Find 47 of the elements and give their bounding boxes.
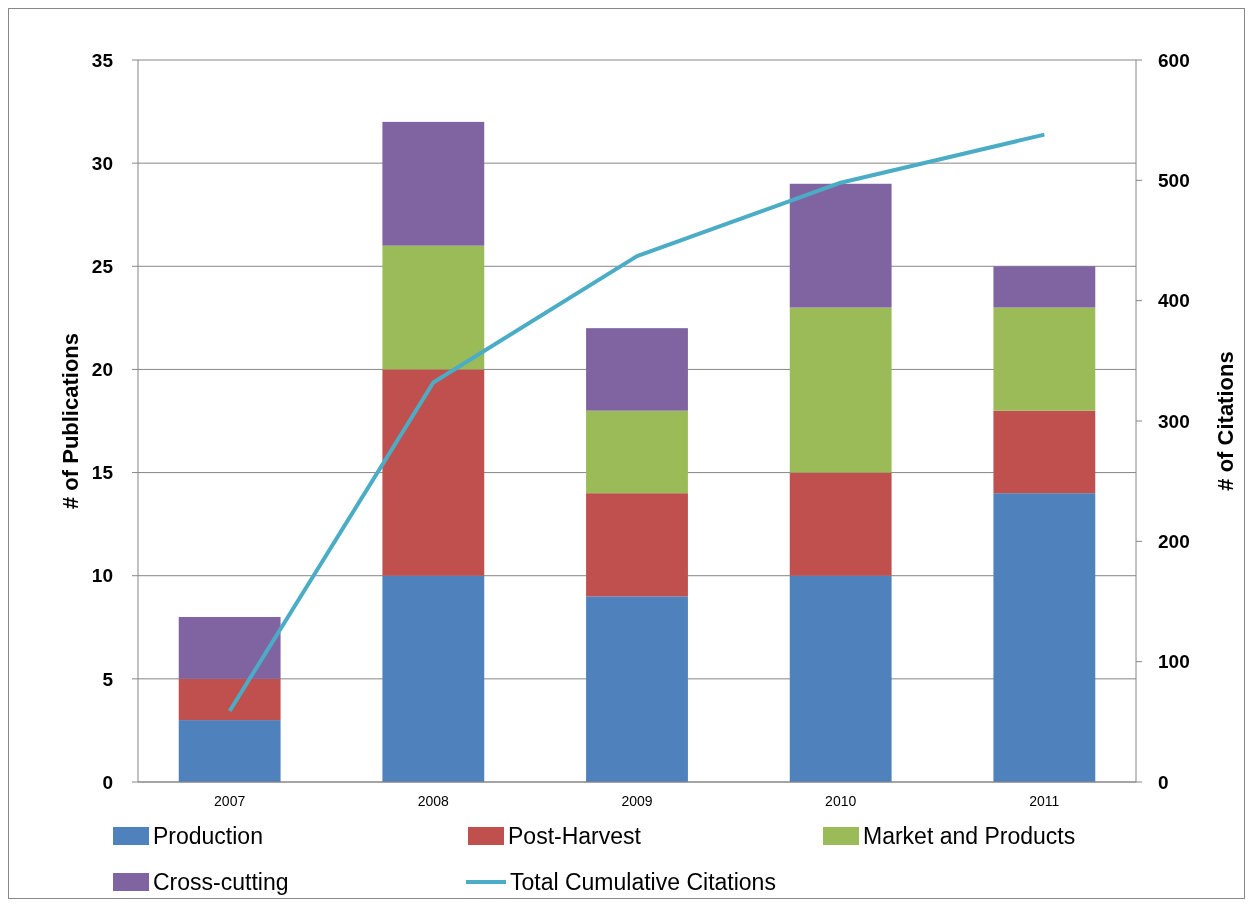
line-series (227, 132, 1047, 713)
x-tick-label: 2008 (417, 793, 450, 809)
legend-label: Cross-cutting (153, 869, 289, 896)
x-tick-label: 2007 (214, 793, 246, 809)
bar (382, 245, 485, 370)
bar (993, 266, 1096, 308)
y2-tick-label: 600 (1158, 49, 1190, 71)
bar (789, 307, 892, 473)
legend-label: Post-Harvest (508, 823, 642, 850)
bar (789, 183, 892, 308)
y-tick-label: 10 (91, 565, 113, 587)
y-tick-label: 35 (91, 49, 114, 71)
y2-tick-label: 300 (1158, 410, 1190, 432)
bar (178, 616, 281, 679)
y-tick-label: 30 (91, 152, 113, 174)
y-tick-label: 0 (102, 771, 113, 793)
bar (382, 575, 485, 782)
bar (586, 596, 688, 782)
y2-tick-label: 400 (1158, 290, 1190, 312)
bar (382, 369, 485, 576)
y2-tick-label: 200 (1158, 530, 1190, 552)
bar (586, 410, 688, 494)
y2-tick-label: 500 (1158, 169, 1190, 191)
y-axis-title: # of Publications (58, 332, 83, 510)
bar (993, 307, 1096, 411)
y2-axis-title: # of Citations (1213, 351, 1238, 491)
y-tick-label: 20 (91, 359, 113, 381)
y2-tick-label: 0 (1158, 771, 1169, 793)
bar (178, 678, 281, 721)
bar (789, 472, 892, 576)
bar (586, 328, 688, 411)
bar (789, 575, 892, 782)
x-tick-label: 2010 (825, 793, 857, 809)
legend-label: Production (153, 823, 263, 850)
bar (586, 493, 688, 597)
y-tick-label: 5 (102, 668, 114, 690)
x-tick-label: 2009 (621, 793, 653, 809)
legend-label: Market and Products (863, 823, 1076, 850)
bar (993, 493, 1096, 782)
legend-label: Total Cumulative Citations (510, 869, 776, 896)
bar (178, 720, 281, 782)
bar (993, 410, 1096, 494)
y2-tick-label: 100 (1158, 651, 1190, 673)
y-tick-label: 15 (91, 462, 114, 484)
x-tick-label: 2011 (1029, 793, 1060, 809)
bar (382, 121, 485, 246)
y-tick-label: 25 (91, 255, 114, 277)
